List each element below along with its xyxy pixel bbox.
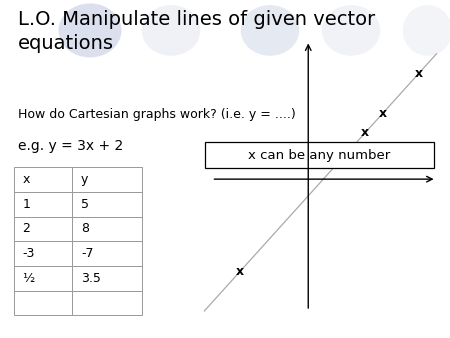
- Ellipse shape: [241, 5, 299, 56]
- Ellipse shape: [322, 5, 380, 56]
- Text: -7: -7: [81, 247, 94, 260]
- Text: x: x: [361, 126, 369, 139]
- Text: 8: 8: [81, 222, 89, 236]
- FancyBboxPatch shape: [14, 167, 72, 192]
- FancyBboxPatch shape: [14, 217, 72, 241]
- Text: x: x: [236, 265, 244, 278]
- Ellipse shape: [142, 5, 200, 56]
- Text: x: x: [22, 173, 30, 186]
- FancyBboxPatch shape: [72, 192, 142, 217]
- FancyBboxPatch shape: [14, 291, 72, 315]
- FancyBboxPatch shape: [14, 266, 72, 291]
- Ellipse shape: [58, 3, 122, 57]
- Text: y: y: [81, 173, 88, 186]
- FancyBboxPatch shape: [205, 142, 434, 168]
- Text: 3.5: 3.5: [81, 272, 101, 285]
- FancyBboxPatch shape: [72, 217, 142, 241]
- FancyBboxPatch shape: [72, 291, 142, 315]
- Text: How do Cartesian graphs work? (i.e. y = ....): How do Cartesian graphs work? (i.e. y = …: [18, 108, 296, 121]
- Text: 1: 1: [22, 198, 31, 211]
- Text: -3: -3: [22, 247, 35, 260]
- Text: L.O. Manipulate lines of given vector
equations: L.O. Manipulate lines of given vector eq…: [18, 10, 375, 53]
- Text: ½: ½: [22, 272, 35, 285]
- Text: 2: 2: [22, 222, 31, 236]
- FancyBboxPatch shape: [14, 241, 72, 266]
- FancyBboxPatch shape: [14, 192, 72, 217]
- Text: x can be any number: x can be any number: [248, 149, 391, 162]
- Text: x: x: [414, 67, 423, 80]
- Text: x: x: [379, 106, 387, 120]
- FancyBboxPatch shape: [72, 241, 142, 266]
- Text: 5: 5: [81, 198, 89, 211]
- Ellipse shape: [403, 5, 450, 56]
- FancyBboxPatch shape: [72, 167, 142, 192]
- Text: e.g. y = 3x + 2: e.g. y = 3x + 2: [18, 139, 123, 152]
- FancyBboxPatch shape: [72, 266, 142, 291]
